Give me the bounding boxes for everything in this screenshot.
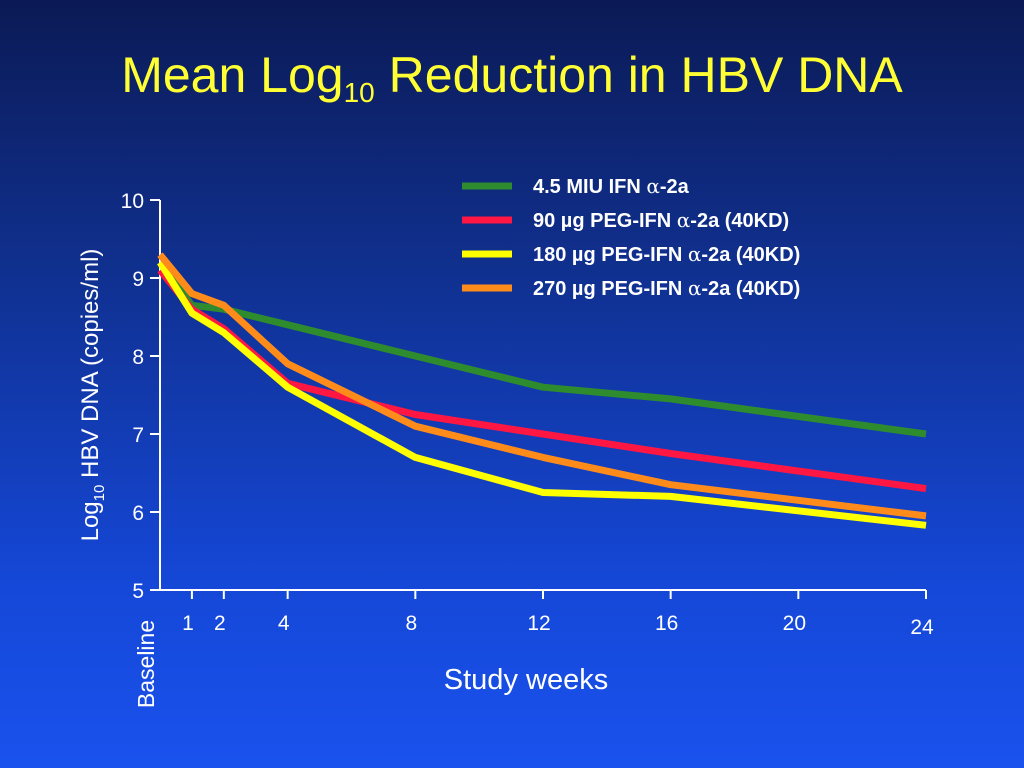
- x-tick-label: 24: [910, 616, 934, 639]
- title-rest: Reduction in HBV DNA: [374, 47, 903, 103]
- title-subscript: 10: [343, 77, 375, 108]
- x-tick-label: 12: [527, 612, 550, 635]
- series-line: [157, 252, 927, 520]
- series-line: [157, 260, 927, 438]
- x-tick-label: 1: [182, 612, 194, 635]
- title-main: Mean Log: [121, 47, 344, 103]
- y-tick-label: 10: [121, 190, 144, 213]
- chart-series: [157, 252, 927, 529]
- x-tick-label: 16: [655, 612, 678, 635]
- chart-legend: 4.5 MIU IFN α-2a 90 µg PEG-IFN α-2a (40KD…: [462, 174, 800, 300]
- chart-axis-labels: Study weeks Baseline Log10 HBV DNA (copies…: [77, 249, 608, 709]
- y-tick-label: 6: [132, 502, 144, 525]
- x-tick-label: 20: [783, 612, 806, 635]
- x-tick-label: 4: [278, 612, 290, 635]
- y-tick-label: 7: [132, 424, 144, 447]
- legend-label: 90 µg PEG-IFN α-2a (40KD): [533, 208, 789, 232]
- y-tick-label: 8: [132, 346, 144, 369]
- baseline-label: Baseline: [133, 620, 159, 708]
- y-tick-label: 9: [132, 268, 144, 291]
- x-tick-label: 8: [405, 612, 417, 635]
- legend-label: 180 µg PEG-IFN α-2a (40KD): [533, 242, 800, 266]
- x-tick-label: 2: [214, 612, 226, 635]
- legend-label: 270 µg PEG-IFN α-2a (40KD): [533, 276, 800, 300]
- y-tick-label: 5: [132, 580, 144, 603]
- series-line: [157, 260, 927, 529]
- slide-title: Mean Log10 Reduction in HBV DNA: [0, 47, 1024, 108]
- y-axis-label: Log10 HBV DNA (copies/ml): [77, 249, 108, 542]
- legend-label: 4.5 MIU IFN α-2a: [533, 174, 690, 198]
- x-axis-label: Study weeks: [444, 664, 608, 696]
